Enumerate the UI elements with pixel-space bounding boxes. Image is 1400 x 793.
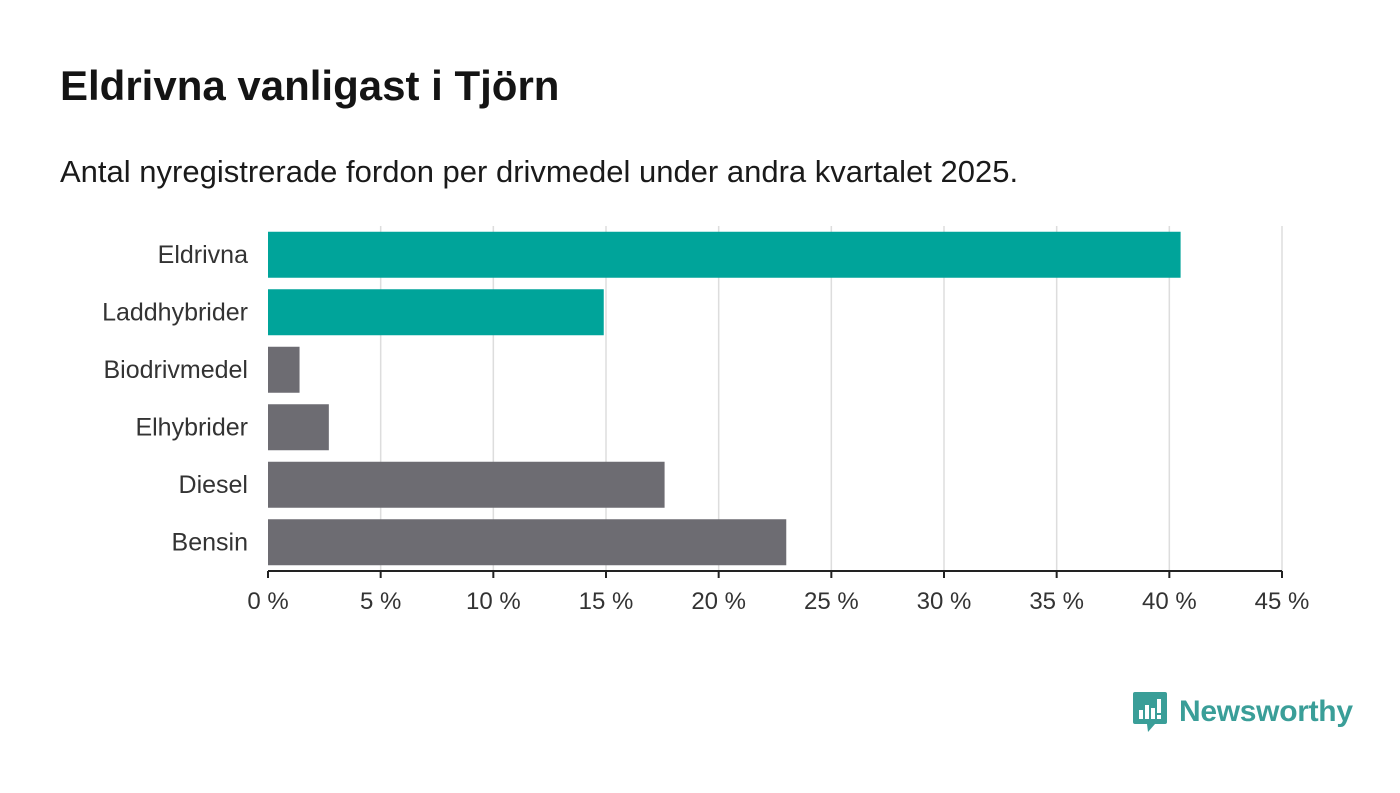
category-label: Laddhybrider <box>102 298 248 326</box>
bars <box>268 231 1181 566</box>
x-tick-label: 40 % <box>1142 588 1197 615</box>
bar-bensin <box>268 519 787 566</box>
bar-diesel <box>268 461 665 508</box>
brand-name: Newsworthy <box>1179 695 1353 728</box>
category-label: Biodrivmedel <box>103 356 248 384</box>
category-label: Diesel <box>179 471 248 499</box>
category-label: Eldrivna <box>158 241 248 269</box>
x-tick-label: 25 % <box>804 588 859 615</box>
x-tick-label: 45 % <box>1255 588 1310 615</box>
brand-logo: Newsworthy <box>1133 692 1353 732</box>
chart-subtitle: Antal nyregistrerade fordon per drivmede… <box>60 154 1019 189</box>
bar-laddhybrider <box>268 289 604 336</box>
bar-biodrivmedel <box>268 346 300 393</box>
category-label: Elhybrider <box>135 413 248 441</box>
category-label: Bensin <box>172 528 248 556</box>
chart-title: Eldrivna vanligast i Tjörn <box>60 62 560 109</box>
x-axis: 0 % 5 % 10 % 15 % 20 % 25 % 30 % 35 % 40 % 45 % <box>247 570 1310 615</box>
category-labels: Eldrivna Laddhybrider Biodrivmedel Elhybrid… <box>102 241 248 557</box>
x-tick-label: 35 % <box>1029 588 1084 615</box>
x-tick-label: 20 % <box>691 588 746 615</box>
x-tick-label: 5 % <box>360 588 401 615</box>
x-tick-label: 0 % <box>247 588 288 615</box>
x-tick-label: 10 % <box>466 588 521 615</box>
newsworthy-logo-icon <box>1133 692 1167 732</box>
bar-elhybrider <box>268 404 329 451</box>
gridlines <box>379 226 1283 571</box>
x-tick-label: 30 % <box>917 588 972 615</box>
bar-eldrivna <box>268 231 1181 278</box>
x-tick-label: 15 % <box>579 588 634 615</box>
